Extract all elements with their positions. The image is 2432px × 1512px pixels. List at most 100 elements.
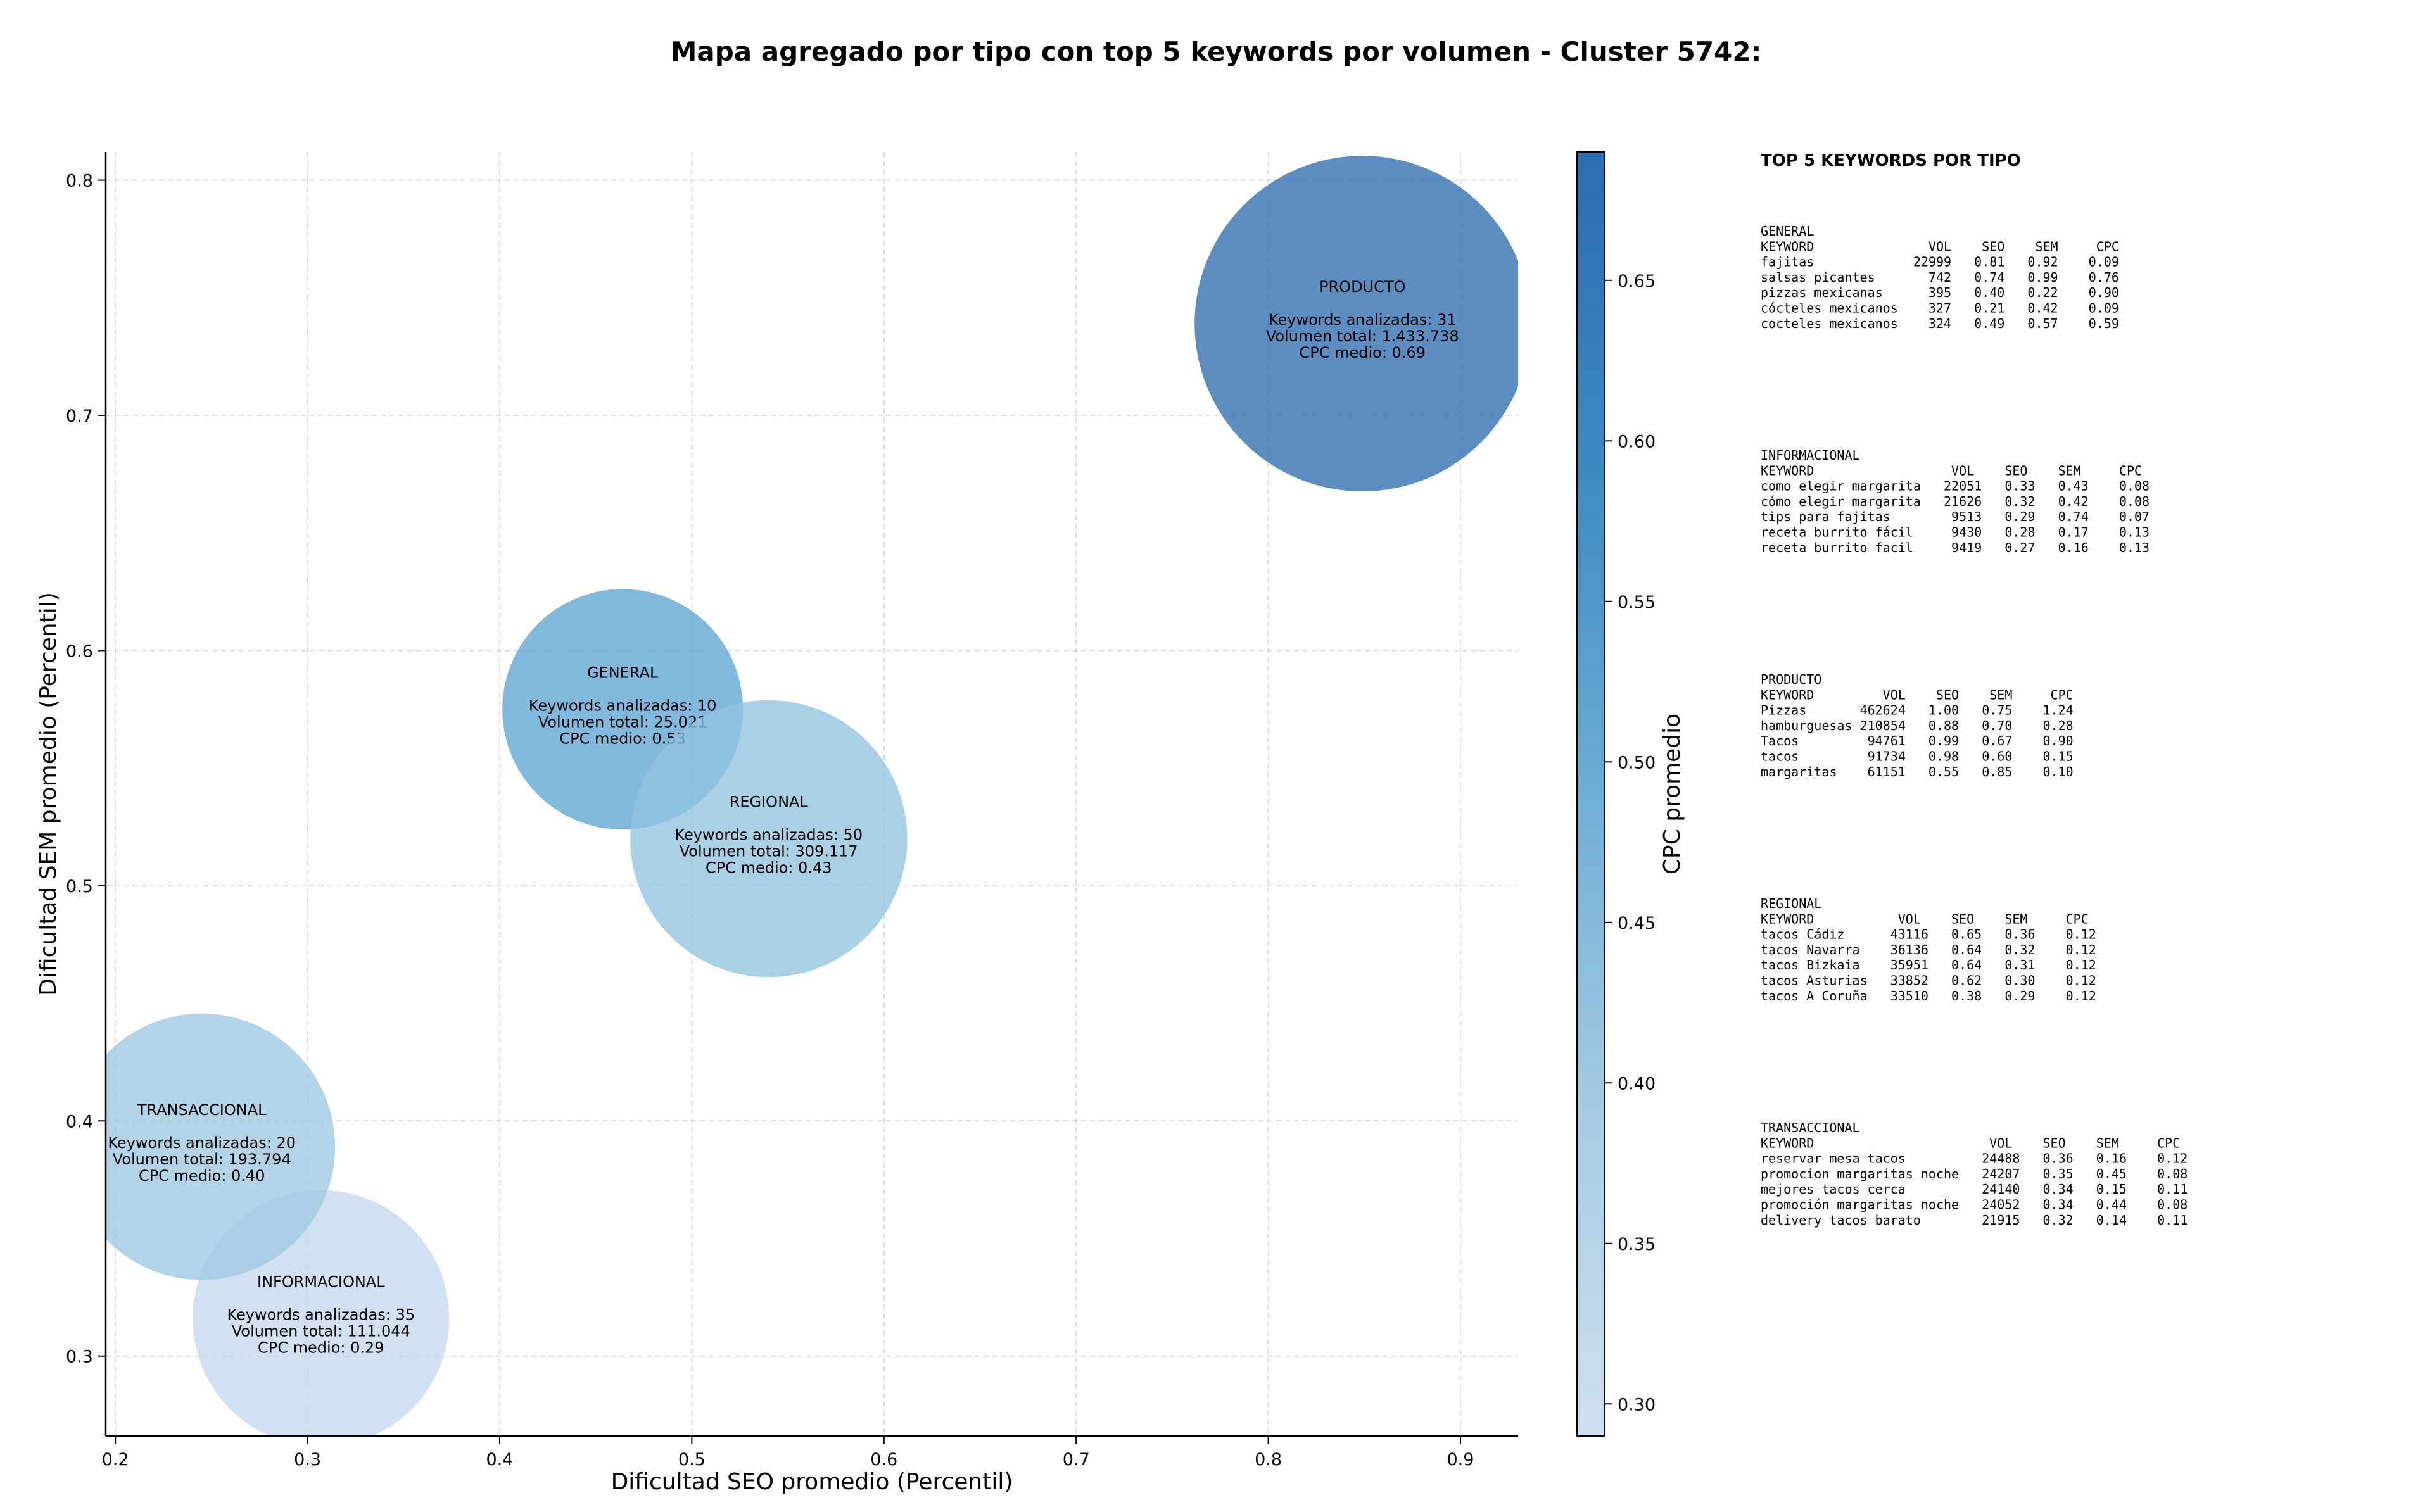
keyword-row: pizzas mexicanas 395 0.40 0.22 0.90 <box>1761 285 2119 300</box>
bubble-type-label: REGIONAL <box>730 793 809 811</box>
bubble-total-volume: Volumen total: 1.433.738 <box>1266 327 1459 345</box>
keyword-row: tacos Asturias 33852 0.62 0.30 0.12 <box>1761 973 2096 988</box>
bubble-total-volume: Volumen total: 111.044 <box>232 1322 410 1340</box>
y-tick-label: 0.3 <box>66 1347 93 1367</box>
bubble-keywords-count: Keywords analizadas: 50 <box>674 826 863 844</box>
chart-title: Mapa agregado por tipo con top 5 keyword… <box>671 36 1762 67</box>
x-tick-label: 0.3 <box>294 1450 321 1470</box>
keyword-row: tacos A Coruña 33510 0.38 0.29 0.12 <box>1761 988 2096 1004</box>
bubble-keywords-count: Keywords analizadas: 10 <box>529 696 717 714</box>
bubble-avg-cpc: CPC medio: 0.53 <box>559 729 686 747</box>
keyword-row: como elegir margarita 22051 0.33 0.43 0.… <box>1761 479 2150 494</box>
keyword-table-header: KEYWORD VOL SEO SEM CPC <box>1761 463 2142 478</box>
y-tick-label: 0.7 <box>66 406 93 426</box>
keyword-row: hamburguesas 210854 0.88 0.70 0.28 <box>1761 718 2074 733</box>
keyword-row: salsas picantes 742 0.74 0.99 0.76 <box>1761 270 2119 285</box>
keyword-table-header: KEYWORD VOL SEO SEM CPC <box>1761 687 2074 702</box>
x-tick-label: 0.6 <box>870 1450 897 1470</box>
x-tick-label: 0.8 <box>1255 1450 1282 1470</box>
colorbar-tick-label: 0.50 <box>1618 753 1656 772</box>
keyword-row: tacos Cádiz 43116 0.65 0.36 0.12 <box>1761 927 2096 942</box>
bubble-avg-cpc: CPC medio: 0.40 <box>139 1167 265 1185</box>
keyword-row: receta burrito fácil 9430 0.28 0.17 0.13 <box>1761 525 2150 540</box>
y-ticks: 0.3 0.4 0.5 0.6 0.7 0.8 <box>66 172 106 1367</box>
x-ticks: 0.2 0.3 0.4 0.5 0.6 0.7 0.8 0.9 <box>102 1436 1474 1470</box>
keyword-block-title: GENERAL <box>1761 224 1814 239</box>
y-axis-label: Dificultad SEM promedio (Percentil) <box>35 592 61 996</box>
colorbar-tick-label: 0.60 <box>1618 432 1656 451</box>
keyword-row: cocteles mexicanos 324 0.49 0.57 0.59 <box>1761 316 2119 331</box>
colorbar-label: CPC promedio <box>1659 714 1685 874</box>
keyword-row: Pizzas 462624 1.00 0.75 1.24 <box>1761 703 2074 718</box>
x-tick-label: 0.5 <box>678 1450 706 1470</box>
keyword-table-header: KEYWORD VOL SEO SEM CPC <box>1761 911 2089 926</box>
keyword-row: mejores tacos cerca 24140 0.34 0.15 0.11 <box>1761 1181 2188 1197</box>
bubble-avg-cpc: CPC medio: 0.43 <box>706 859 832 877</box>
keyword-block-title: PRODUCTO <box>1761 672 1821 687</box>
keyword-row: tacos Navarra 36136 0.64 0.32 0.12 <box>1761 942 2096 957</box>
keyword-row: tacos Bizkaia 35951 0.64 0.31 0.12 <box>1761 957 2096 973</box>
y-tick-label: 0.4 <box>66 1112 93 1131</box>
keyword-row: tips para fajitas 9513 0.29 0.74 0.07 <box>1761 509 2150 524</box>
keyword-row: tacos 91734 0.98 0.60 0.15 <box>1761 749 2074 764</box>
bubble-type-label: TRANSACCIONAL <box>137 1101 267 1119</box>
colorbar-tick-label: 0.35 <box>1618 1235 1656 1254</box>
x-tick-label: 0.9 <box>1447 1450 1474 1470</box>
bubble-keywords-count: Keywords analizadas: 35 <box>227 1306 415 1323</box>
x-tick-label: 0.2 <box>102 1450 129 1470</box>
y-tick-label: 0.6 <box>66 641 93 661</box>
colorbar-tick-label: 0.40 <box>1618 1074 1656 1093</box>
x-tick-label: 0.4 <box>486 1450 513 1470</box>
y-tick-label: 0.8 <box>66 172 93 191</box>
y-tick-label: 0.5 <box>66 877 93 897</box>
keyword-row: Tacos 94761 0.99 0.67 0.90 <box>1761 733 2074 748</box>
keyword-table-header: KEYWORD VOL SEO SEM CPC <box>1761 1135 2180 1150</box>
keyword-row: receta burrito facil 9419 0.27 0.16 0.13 <box>1761 540 2150 555</box>
keyword-row: promocion margaritas noche 24207 0.35 0.… <box>1761 1166 2188 1181</box>
bubble-avg-cpc: CPC medio: 0.29 <box>258 1339 384 1356</box>
bubble-keywords-count: Keywords analizadas: 31 <box>1269 311 1457 329</box>
x-axis-label: Dificultad SEO promedio (Percentil) <box>611 1469 1013 1495</box>
bubble-transaccional: TRANSACCIONAL Keywords analizadas: 20Volu… <box>106 1013 335 1280</box>
bubble-avg-cpc: CPC medio: 0.69 <box>1299 344 1426 362</box>
bubble-type-label: GENERAL <box>587 664 659 681</box>
keyword-block-title: INFORMACIONAL <box>1761 448 1860 463</box>
keyword-row: cócteles mexicanos 327 0.21 0.42 0.09 <box>1761 301 2119 316</box>
keyword-row: promoción margaritas noche 24052 0.34 0.… <box>1761 1197 2188 1213</box>
colorbar-tick-label: 0.30 <box>1618 1395 1656 1414</box>
colorbar-gradient <box>1576 151 1606 1437</box>
panel-heading: TOP 5 KEYWORDS POR TIPO <box>1761 151 2021 170</box>
keyword-row: reservar mesa tacos 24488 0.36 0.16 0.12 <box>1761 1151 2188 1166</box>
colorbar-tick-label: 0.45 <box>1618 914 1656 933</box>
keyword-block-title: TRANSACCIONAL <box>1761 1120 1860 1135</box>
bubble-total-volume: Volumen total: 309.117 <box>680 843 858 860</box>
keyword-row: delivery tacos barato 21915 0.32 0.14 0.… <box>1761 1213 2188 1228</box>
colorbar-tick-label: 0.55 <box>1618 593 1656 612</box>
bubble-type-label: PRODUCTO <box>1319 278 1405 296</box>
axes <box>104 152 1518 1437</box>
keyword-table-header: KEYWORD VOL SEO SEM CPC <box>1761 239 2119 254</box>
bubble-total-volume: Volumen total: 193.794 <box>113 1150 291 1168</box>
bubble-keywords-count: Keywords analizadas: 20 <box>108 1134 296 1152</box>
keyword-row: fajitas 22999 0.81 0.92 0.09 <box>1761 255 2119 270</box>
bubble-circle <box>1194 156 1518 492</box>
keyword-row: margaritas 61151 0.55 0.85 0.10 <box>1761 764 2074 779</box>
bubble-circle <box>106 1013 335 1280</box>
colorbar-tick-label: 0.65 <box>1618 272 1656 291</box>
bubble-type-label: INFORMACIONAL <box>257 1273 385 1290</box>
bubble-total-volume: Volumen total: 25.021 <box>538 713 707 731</box>
keyword-row: cómo elegir margarita 21626 0.32 0.42 0.… <box>1761 494 2150 509</box>
colorbar: 0.30 0.35 0.40 0.45 0.50 0.55 0.60 0.65 CPC pro… <box>1576 151 1685 1437</box>
keyword-block-title: REGIONAL <box>1761 896 1821 911</box>
